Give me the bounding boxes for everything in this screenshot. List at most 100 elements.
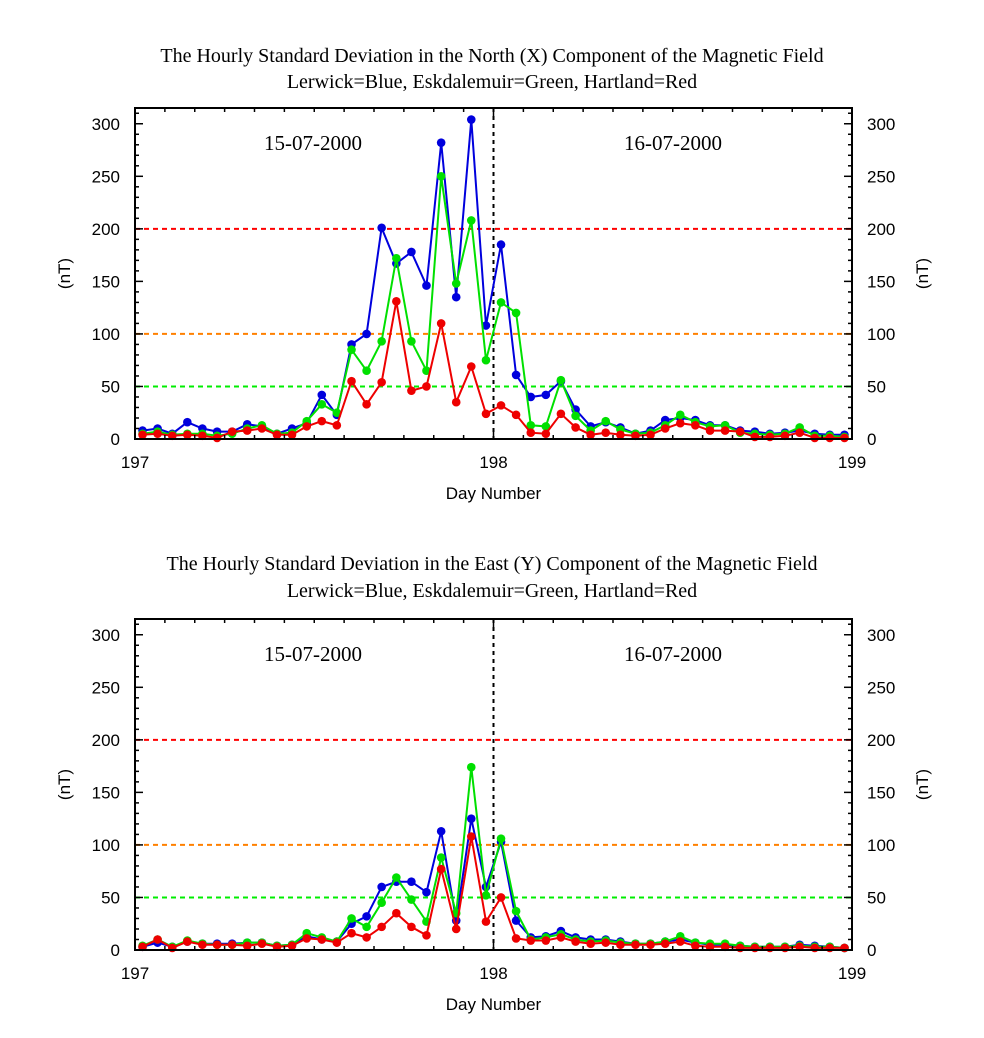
- data-point-eskdalemuir: [526, 421, 536, 430]
- data-point-eskdalemuir: [601, 416, 611, 426]
- data-point-lerwick: [362, 329, 371, 339]
- data-point-hartland: [347, 928, 356, 938]
- data-point-hartland: [138, 430, 147, 440]
- data-point-hartland: [407, 386, 416, 395]
- data-point-hartland: [616, 940, 625, 950]
- data-point-hartland: [840, 433, 849, 443]
- date-label-day1: 15-07-2000: [264, 131, 362, 155]
- data-point-hartland: [660, 939, 670, 948]
- chart-subtitle: Lerwick=Blue, Eskdalemuir=Green, Hartlan…: [286, 71, 698, 93]
- data-point-hartland: [646, 940, 655, 950]
- data-point-eskdalemuir: [422, 366, 431, 375]
- north-component-chart: 0 0 50 50 100 100 150 150 200 200 250 250 300 300 197 1…: [55, 107, 932, 503]
- y-tick-label-left: 0: [111, 430, 120, 449]
- data-point-lerwick: [183, 417, 192, 427]
- data-point-eskdalemuir: [481, 891, 491, 900]
- data-point-hartland: [227, 427, 237, 436]
- data-point-hartland: [242, 941, 252, 951]
- data-point-hartland: [302, 934, 312, 943]
- data-point-hartland: [795, 428, 804, 437]
- x-tick-label: 197: [121, 964, 149, 983]
- data-point-hartland: [466, 832, 476, 841]
- data-point-eskdalemuir: [392, 873, 401, 882]
- data-point-hartland: [436, 864, 446, 874]
- data-point-eskdalemuir: [332, 408, 342, 418]
- data-point-hartland: [646, 430, 655, 440]
- data-point-hartland: [586, 430, 595, 440]
- data-point-eskdalemuir: [675, 410, 685, 420]
- data-point-eskdalemuir: [556, 375, 566, 385]
- data-point-hartland: [183, 937, 192, 946]
- data-point-hartland: [392, 908, 401, 918]
- data-point-eskdalemuir: [392, 253, 401, 263]
- data-point-lerwick: [451, 292, 461, 302]
- data-point-hartland: [287, 430, 297, 440]
- y-tick-label-right: 250: [867, 678, 895, 697]
- east-component-chart: 0 0 50 50 100 100 150 150 200 200 250 250 300 300 197 1…: [55, 618, 932, 1014]
- chart-title: The Hourly Standard Deviation in the Eas…: [166, 553, 818, 575]
- data-point-eskdalemuir: [377, 898, 386, 908]
- data-point-lerwick: [436, 826, 446, 836]
- x-tick-label: 197: [121, 453, 149, 472]
- data-point-hartland: [257, 424, 267, 433]
- y-axis-label-left: (nT): [55, 258, 74, 289]
- y-axis-label-left: (nT): [55, 769, 74, 800]
- data-point-eskdalemuir: [481, 355, 491, 365]
- data-point-hartland: [227, 940, 237, 950]
- data-point-lerwick: [481, 321, 491, 330]
- data-point-hartland: [377, 377, 386, 387]
- data-point-hartland: [675, 418, 685, 428]
- data-point-eskdalemuir: [541, 422, 551, 431]
- data-point-hartland: [362, 933, 371, 942]
- y-tick-label-right: 200: [867, 220, 895, 239]
- data-point-lerwick: [511, 916, 521, 925]
- data-point-eskdalemuir: [407, 336, 416, 346]
- data-point-eskdalemuir: [362, 366, 371, 375]
- x-tick-label: 199: [838, 453, 866, 472]
- data-point-hartland: [212, 940, 222, 950]
- data-point-eskdalemuir: [347, 345, 356, 354]
- data-point-hartland: [691, 941, 700, 951]
- date-label-day2: 16-07-2000: [624, 642, 722, 666]
- y-tick-label-left: 0: [111, 941, 120, 960]
- y-tick-label-left: 200: [92, 220, 120, 239]
- y-tick-label-right: 100: [867, 836, 895, 855]
- data-point-hartland: [257, 939, 267, 948]
- data-point-hartland: [451, 924, 461, 934]
- data-point-lerwick: [377, 882, 386, 892]
- y-tick-label-right: 200: [867, 731, 895, 750]
- data-point-hartland: [526, 936, 536, 945]
- date-label-day2: 16-07-2000: [624, 131, 722, 155]
- data-point-hartland: [511, 410, 521, 420]
- data-point-hartland: [153, 935, 162, 944]
- data-point-hartland: [167, 431, 177, 441]
- north-component-panel: The Hourly Standard Deviation in the Nor…: [55, 45, 932, 503]
- y-tick-label-right: 300: [867, 626, 895, 645]
- y-tick-label-right: 300: [867, 115, 895, 134]
- data-point-hartland: [571, 423, 580, 432]
- data-point-hartland: [481, 917, 491, 926]
- data-point-eskdalemuir: [466, 216, 476, 225]
- data-point-hartland: [735, 427, 745, 436]
- east-component-panel: The Hourly Standard Deviation in the Eas…: [0, 519, 984, 1038]
- data-point-hartland: [332, 421, 342, 430]
- data-point-lerwick: [541, 390, 551, 400]
- data-point-eskdalemuir: [362, 922, 371, 932]
- data-point-hartland: [601, 938, 611, 947]
- y-tick-label-left: 250: [92, 678, 120, 697]
- y-tick-label-right: 100: [867, 325, 895, 344]
- data-point-hartland: [616, 430, 625, 440]
- data-point-hartland: [511, 934, 521, 943]
- data-point-hartland: [466, 362, 476, 371]
- data-point-eskdalemuir: [347, 914, 356, 923]
- data-point-lerwick: [422, 887, 431, 897]
- data-point-hartland: [153, 429, 162, 439]
- data-point-hartland: [571, 937, 580, 946]
- data-point-hartland: [780, 431, 790, 441]
- data-point-lerwick: [436, 138, 446, 147]
- data-point-hartland: [332, 938, 342, 947]
- data-point-hartland: [422, 930, 431, 940]
- data-point-eskdalemuir: [466, 762, 476, 772]
- data-point-hartland: [601, 428, 611, 437]
- data-point-hartland: [198, 940, 207, 950]
